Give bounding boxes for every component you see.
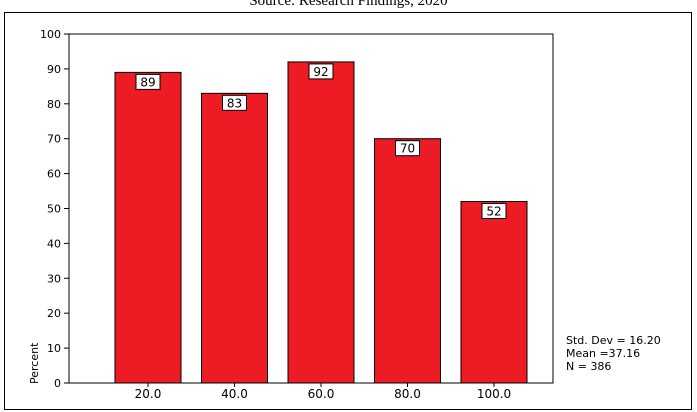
bar — [460, 201, 528, 384]
x-tick-label: 80.0 — [394, 387, 421, 401]
x-tick-label: 20.0 — [135, 387, 162, 401]
y-axis-label: Percent — [28, 342, 41, 384]
y-tick-label: 0 — [54, 377, 61, 390]
bar — [287, 61, 355, 384]
std-dev-stat: Std. Dev = 16.20 — [566, 334, 661, 347]
data-label-box — [481, 203, 507, 220]
chart-frame — [4, 12, 692, 410]
x-tick-label: 40.0 — [221, 387, 248, 401]
x-tick-label: 60.0 — [308, 387, 335, 401]
y-tick-label: 40 — [47, 237, 61, 250]
y-tick-label: 100 — [40, 28, 61, 41]
n-stat: N = 386 — [566, 360, 612, 373]
source-caption: Source: Research Findings, 2020 — [249, 0, 448, 9]
y-tick-label: 30 — [47, 272, 61, 285]
data-label: 83 — [227, 96, 242, 110]
data-label: 92 — [313, 65, 328, 79]
y-tick-label: 10 — [47, 342, 61, 355]
data-label-box — [308, 63, 334, 80]
data-label: 70 — [400, 142, 415, 156]
y-tick-label: 50 — [47, 203, 61, 216]
data-label-box — [222, 94, 247, 111]
summary-stats: Std. Dev = 16.20 Mean =37.16 N = 386 — [566, 334, 661, 373]
data-label-box — [135, 73, 161, 90]
y-tick-label: 90 — [47, 63, 61, 76]
data-label-box — [395, 140, 420, 157]
y-tick-label: 70 — [47, 133, 61, 146]
bar — [114, 71, 182, 384]
data-label: 52 — [486, 205, 501, 219]
y-tick-label: 20 — [47, 307, 61, 320]
y-tick-label: 60 — [47, 168, 61, 181]
bar — [201, 92, 268, 384]
bar — [374, 138, 441, 384]
data-label: 89 — [140, 75, 155, 89]
x-tick-label: 100.0 — [477, 387, 511, 401]
mean-stat: Mean =37.16 — [566, 347, 641, 360]
y-tick-label: 80 — [47, 98, 61, 111]
